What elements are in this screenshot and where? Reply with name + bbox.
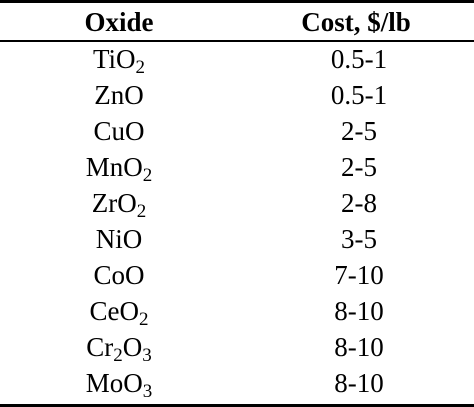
formula-part: Mo xyxy=(85,368,124,398)
oxide-cell: NiO xyxy=(0,221,238,257)
cost-cell: 8-10 xyxy=(334,332,384,362)
header-oxide: Oxide xyxy=(84,7,154,37)
formula-subscript: 2 xyxy=(136,201,147,222)
formula-subscript: 2 xyxy=(139,309,149,330)
cost-cell: 7-10 xyxy=(334,260,384,290)
formula-part: NiO xyxy=(95,224,143,254)
top-rule xyxy=(0,0,474,3)
oxide-cell: CeO2 xyxy=(0,293,238,329)
oxide-formula: NiO xyxy=(96,224,143,254)
oxide-formula: ZrO2 xyxy=(91,188,146,221)
cost-cell: 0.5-1 xyxy=(330,80,388,110)
formula-subscript: 3 xyxy=(142,345,152,366)
table-row: TiO2 0.5-1 xyxy=(0,41,474,77)
cost-cell: 0.5-1 xyxy=(330,44,388,74)
cost-cell: 8-10 xyxy=(334,296,384,326)
formula-part: O xyxy=(122,332,143,362)
cost-cell: 2-5 xyxy=(341,116,377,146)
formula-subscript: 2 xyxy=(135,57,146,78)
formula-part: ZnO xyxy=(94,80,144,110)
formula-subscript: 3 xyxy=(142,381,153,402)
oxide-cell: CuO xyxy=(0,113,238,149)
table-row: MnO2 2-5 xyxy=(0,149,474,185)
oxide-cell: ZnO xyxy=(0,77,238,113)
formula-part: O xyxy=(123,152,143,182)
oxide-cell: Cr2O3 xyxy=(0,329,238,365)
formula-part: CuO xyxy=(93,116,145,146)
oxide-formula: MnO2 xyxy=(85,152,153,185)
table-row: ZnO 0.5-1 xyxy=(0,77,474,113)
oxide-formula: CoO xyxy=(93,260,144,290)
oxide-formula: CuO xyxy=(93,116,144,146)
oxide-formula: ZnO xyxy=(94,80,144,110)
oxide-cell: CoO xyxy=(0,257,238,293)
oxide-cell: ZrO2 xyxy=(0,185,238,221)
formula-part: O xyxy=(117,188,137,218)
formula-subscript: 2 xyxy=(142,165,153,186)
oxide-formula: Cr2O3 xyxy=(86,332,152,365)
formula-part: O xyxy=(119,296,140,326)
formula-part: Cr xyxy=(86,332,114,362)
formula-part: Ce xyxy=(89,296,120,326)
formula-part: Zr xyxy=(91,188,118,218)
cost-cell: 3-5 xyxy=(341,224,377,254)
table-row: ZrO2 2-8 xyxy=(0,185,474,221)
table-row: NiO 3-5 xyxy=(0,221,474,257)
formula-part: Mn xyxy=(85,152,124,182)
cost-cell: 2-5 xyxy=(341,152,377,182)
table-row: MoO3 8-10 xyxy=(0,365,474,401)
oxide-cell: TiO2 xyxy=(0,41,238,77)
formula-part: Ti xyxy=(92,44,117,74)
data-table: Oxide Cost, $/lb TiO2 0.5-1 ZnO 0.5-1 CuO 2-5… xyxy=(0,3,474,401)
table-row: CeO2 8-10 xyxy=(0,293,474,329)
formula-subscript: 2 xyxy=(113,345,123,366)
oxide-formula: TiO2 xyxy=(92,44,145,77)
cost-cell: 2-8 xyxy=(341,188,377,218)
header-row: Oxide Cost, $/lb xyxy=(0,3,474,41)
oxide-cell: MnO2 xyxy=(0,149,238,185)
oxide-cell: MoO3 xyxy=(0,365,238,401)
cost-cell: 8-10 xyxy=(334,368,384,398)
table-body: TiO2 0.5-1 ZnO 0.5-1 CuO 2-5 MnO2 2-5 ZrO2 2-8 NiO… xyxy=(0,41,474,401)
oxide-formula: CeO2 xyxy=(89,296,149,329)
formula-part: CoO xyxy=(93,260,145,290)
header-cost: Cost, $/lb xyxy=(301,7,411,37)
formula-part: O xyxy=(123,368,143,398)
table-row: CuO 2-5 xyxy=(0,113,474,149)
bottom-rule xyxy=(0,404,474,407)
table-row: Cr2O3 8-10 xyxy=(0,329,474,365)
table-row: CoO 7-10 xyxy=(0,257,474,293)
formula-part: O xyxy=(116,44,136,74)
oxide-formula: MoO3 xyxy=(85,368,153,401)
header-rule xyxy=(0,40,474,42)
